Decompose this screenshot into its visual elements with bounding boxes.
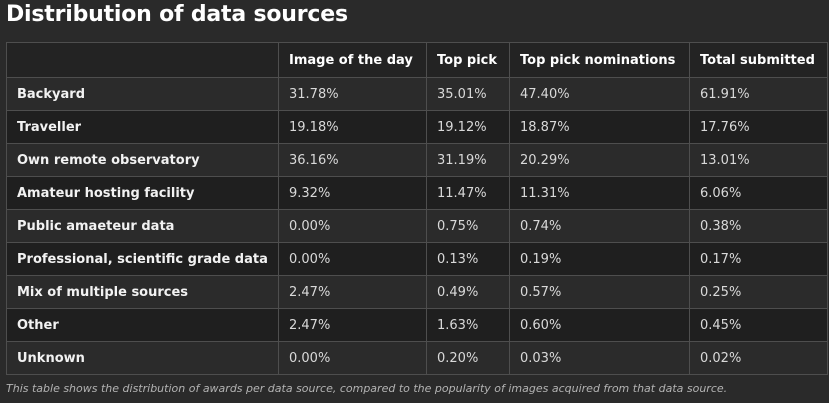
table-cell: 6.06% — [689, 176, 828, 210]
table-cell: 2.47% — [278, 275, 427, 309]
table-row: Traveller 19.18% 19.12% 18.87% 17.76% — [6, 110, 828, 144]
table-cell: 61.91% — [689, 77, 828, 111]
table-cell: 11.31% — [509, 176, 690, 210]
header-cell-top-pick: Top pick — [426, 42, 510, 78]
table-cell: 36.16% — [278, 143, 427, 177]
table-cell: 11.47% — [426, 176, 510, 210]
table-cell: 0.75% — [426, 209, 510, 243]
table-row: Mix of multiple sources 2.47% 0.49% 0.57% 0.… — [6, 275, 828, 309]
table-cell: 47.40% — [509, 77, 690, 111]
table-row: Own remote observatory 36.16% 31.19% 20.29%… — [6, 143, 828, 177]
row-label: Public amaeteur data — [6, 209, 279, 243]
table-cell: 0.00% — [278, 341, 427, 375]
table-cell: 19.18% — [278, 110, 427, 144]
table-cell: 0.57% — [509, 275, 690, 309]
header-cell-total-submitted: Total submitted — [689, 42, 828, 78]
table-cell: 13.01% — [689, 143, 828, 177]
row-label: Amateur hosting facility — [6, 176, 279, 210]
table-row: Backyard 31.78% 35.01% 47.40% 61.91% — [6, 77, 828, 111]
table-cell: 0.45% — [689, 308, 828, 342]
table-cell: 19.12% — [426, 110, 510, 144]
row-label: Professional, scientific grade data — [6, 242, 279, 276]
table-caption: This table shows the distribution of awa… — [6, 382, 728, 395]
row-label: Backyard — [6, 77, 279, 111]
header-cell-top-pick-nominations: Top pick nominations — [509, 42, 690, 78]
table-cell: 2.47% — [278, 308, 427, 342]
row-label: Other — [6, 308, 279, 342]
table-cell: 0.02% — [689, 341, 828, 375]
table-row: Professional, scientific grade data 0.00%… — [6, 242, 828, 276]
data-sources-table: Image of the day Top pick Top pick nomin… — [6, 42, 828, 375]
header-cell-source — [6, 42, 279, 78]
table-cell: 31.78% — [278, 77, 427, 111]
table-cell: 17.76% — [689, 110, 828, 144]
table-cell: 0.17% — [689, 242, 828, 276]
table-cell: 31.19% — [426, 143, 510, 177]
row-label: Own remote observatory — [6, 143, 279, 177]
table-cell: 0.00% — [278, 209, 427, 243]
table-cell: 35.01% — [426, 77, 510, 111]
table-cell: 20.29% — [509, 143, 690, 177]
table-cell: 0.03% — [509, 341, 690, 375]
page-title: Distribution of data sources — [6, 2, 348, 27]
table-row: Unknown 0.00% 0.20% 0.03% 0.02% — [6, 341, 828, 375]
table-cell: 0.49% — [426, 275, 510, 309]
table-cell: 0.19% — [509, 242, 690, 276]
table-cell: 0.38% — [689, 209, 828, 243]
table-cell: 0.13% — [426, 242, 510, 276]
table-row: Public amaeteur data 0.00% 0.75% 0.74% 0.38% — [6, 209, 828, 243]
table-cell: 18.87% — [509, 110, 690, 144]
row-label: Unknown — [6, 341, 279, 375]
table-cell: 0.25% — [689, 275, 828, 309]
table-header-row: Image of the day Top pick Top pick nomin… — [6, 42, 828, 78]
table-cell: 0.00% — [278, 242, 427, 276]
table-cell: 1.63% — [426, 308, 510, 342]
table-cell: 9.32% — [278, 176, 427, 210]
table-cell: 0.74% — [509, 209, 690, 243]
row-label: Traveller — [6, 110, 279, 144]
table-row: Other 2.47% 1.63% 0.60% 0.45% — [6, 308, 828, 342]
table-row: Amateur hosting facility 9.32% 11.47% 11.31… — [6, 176, 828, 210]
table-cell: 0.60% — [509, 308, 690, 342]
header-cell-image-of-the-day: Image of the day — [278, 42, 427, 78]
table-cell: 0.20% — [426, 341, 510, 375]
row-label: Mix of multiple sources — [6, 275, 279, 309]
